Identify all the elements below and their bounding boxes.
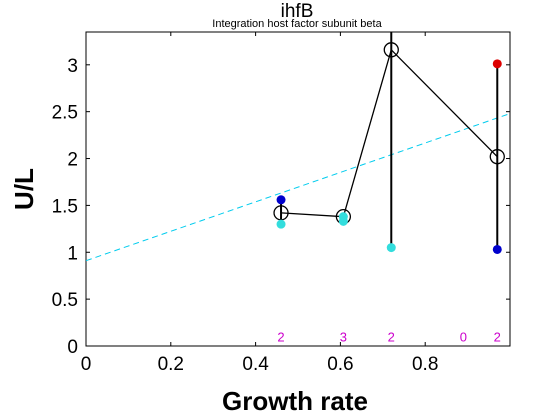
x-tick-label: 0.8 <box>412 354 438 375</box>
fit-line-layer <box>85 113 511 262</box>
x-axis-title: Growth rate <box>222 386 368 416</box>
y-axis-title: U/L <box>9 168 39 210</box>
x-axis: 0 0.2 0.4 0.6 0.8 <box>81 32 438 375</box>
data-point-red <box>492 59 502 69</box>
data-point-cyan <box>338 212 348 222</box>
y-tick-label: 3 <box>67 56 78 77</box>
x-tick-label: 0.6 <box>327 354 353 375</box>
y-tick-label: 2.5 <box>52 103 78 124</box>
count-label: 2 <box>494 330 501 345</box>
chart-subtitle: Integration host factor subunit beta <box>212 18 382 30</box>
mean-line <box>281 48 498 218</box>
chart-title: ihfB <box>281 1 314 22</box>
point-layer <box>276 59 502 254</box>
data-point-blue <box>276 195 286 205</box>
y-axis: 0 0.5 1 1.5 2 2.5 3 <box>52 56 510 358</box>
data-point-cyan <box>386 243 396 253</box>
y-tick-label: 0.5 <box>52 290 78 311</box>
data-point-blue <box>492 244 502 254</box>
mean-marker <box>383 42 399 58</box>
fit-line <box>85 113 511 262</box>
count-label: 0 <box>460 330 467 345</box>
y-tick-label: 2 <box>67 150 78 171</box>
data-point-cyan <box>276 219 286 229</box>
x-tick-label: 0.4 <box>242 354 269 375</box>
plot-area <box>85 31 511 347</box>
y-tick-label: 1 <box>67 243 78 264</box>
y-tick-label: 0 <box>67 337 78 358</box>
x-tick-label: 0 <box>81 354 92 375</box>
mean-marker <box>489 149 505 165</box>
y-tick-label: 1.5 <box>52 196 78 217</box>
count-label: 3 <box>340 330 347 345</box>
count-label: 2 <box>277 330 284 345</box>
count-label: 2 <box>388 330 395 345</box>
count-layer: 2 3 2 0 2 <box>277 330 500 345</box>
x-tick-label: 0.2 <box>158 354 184 375</box>
